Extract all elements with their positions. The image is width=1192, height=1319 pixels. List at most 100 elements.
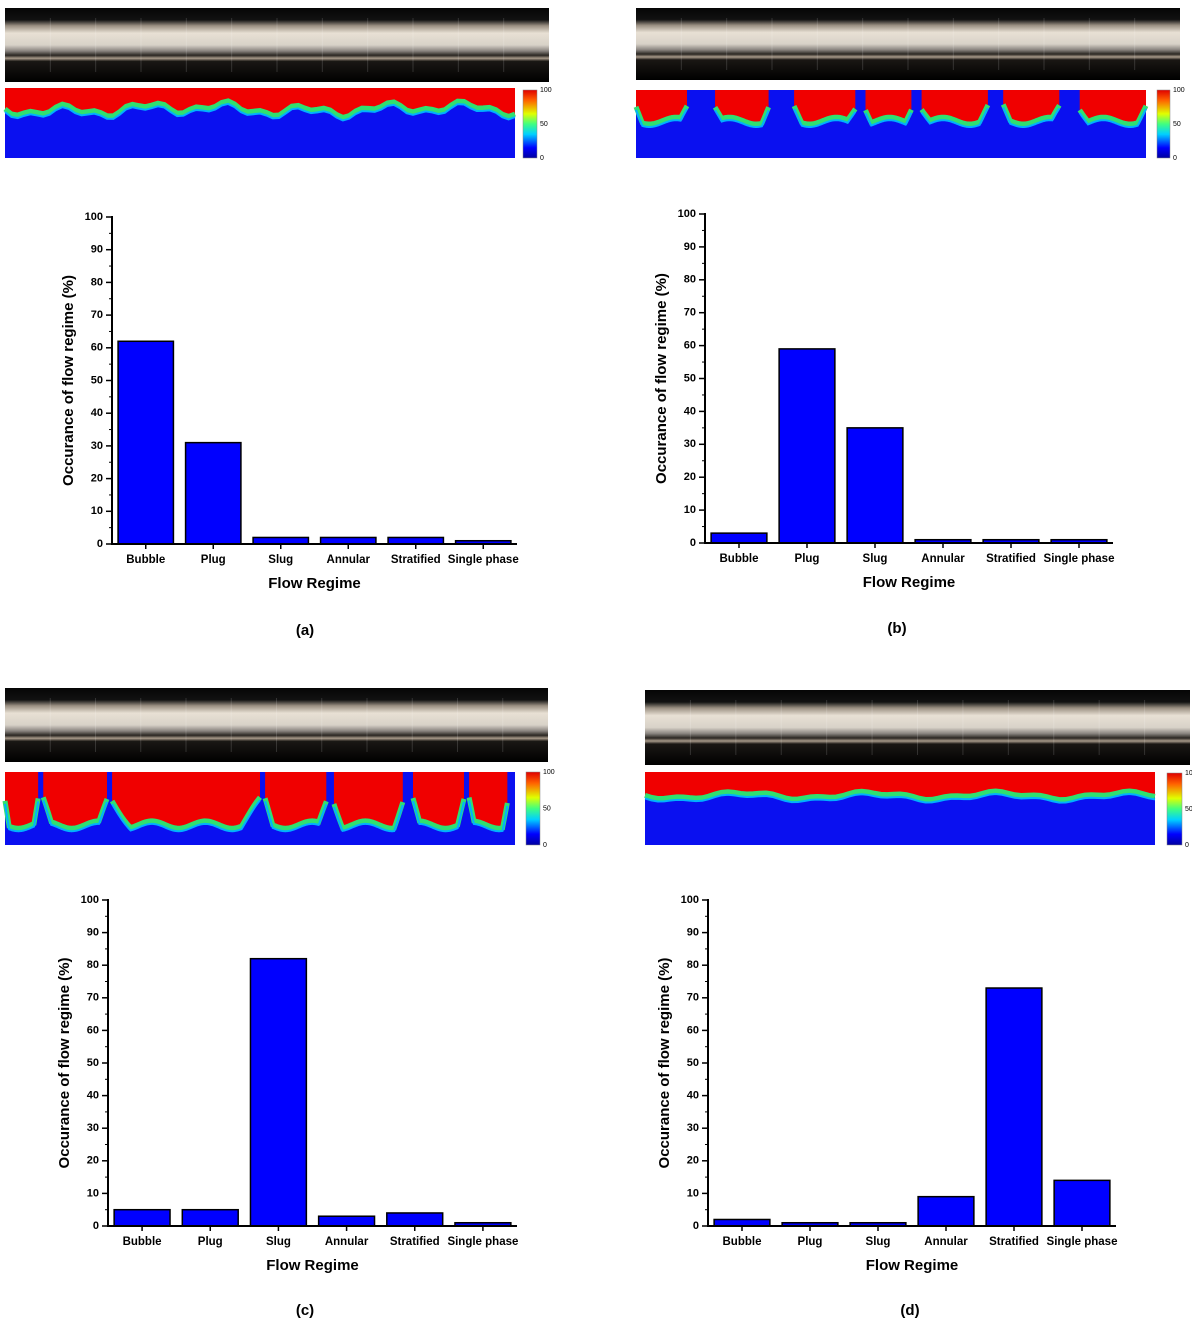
y-tick-label: 60	[687, 1024, 699, 1036]
y-tick-label: 0	[97, 538, 103, 550]
heat-red	[333, 772, 403, 829]
y-tick-label: 30	[684, 438, 696, 450]
y-axis-label: Occurance of flow regime (%)	[653, 273, 670, 484]
heat-front-edge	[793, 108, 857, 128]
heat-front-edge	[644, 792, 1156, 804]
heat-front	[644, 788, 1156, 803]
colorbar-label: 50	[543, 805, 551, 812]
colorbar-label: 0	[543, 842, 547, 849]
x-tick-label: Slug	[863, 553, 888, 565]
x-axis-label: Flow Regime	[266, 1257, 359, 1274]
y-tick-label: 30	[687, 1122, 699, 1134]
heat-red	[865, 90, 912, 123]
heat-red	[112, 772, 260, 829]
heat-front-edge	[412, 800, 465, 833]
y-tick-label: 10	[687, 1187, 699, 1199]
y-tick-label: 40	[687, 1090, 699, 1102]
y-axis-label: Occurance of flow regime (%)	[56, 958, 73, 1169]
heat-front	[1000, 103, 1062, 127]
x-tick-label: Single phase	[447, 1236, 518, 1248]
colorbar-label: 50	[1185, 806, 1192, 813]
y-tick-label: 20	[684, 471, 696, 483]
heat-front-edge	[1078, 108, 1147, 128]
y-tick-label: 70	[687, 992, 699, 1004]
y-tick-label: 90	[684, 241, 696, 253]
heat-front-edge	[111, 799, 261, 833]
colorbar-label: 0	[540, 155, 544, 162]
heat-front-edge	[635, 108, 688, 129]
y-tick-label: 40	[684, 405, 696, 417]
y-tick-label: 30	[87, 1122, 99, 1134]
x-tick-label: Bubble	[723, 1236, 762, 1248]
y-tick-label: 90	[91, 244, 103, 256]
y-tick-label: 40	[87, 1090, 99, 1102]
y-tick-label: 60	[684, 340, 696, 352]
bar	[917, 1195, 975, 1227]
x-tick-label: Plug	[201, 554, 226, 566]
y-tick-label: 70	[91, 309, 103, 321]
x-tick-label: Slug	[266, 1236, 291, 1248]
x-tick-label: Single phase	[448, 554, 519, 566]
colorbar-label: 50	[1173, 121, 1181, 128]
heat-front-edge	[4, 801, 40, 833]
caption: (b)	[887, 620, 906, 637]
heat-front	[1077, 104, 1149, 127]
x-tick-label: Slug	[866, 1236, 891, 1248]
heat-front	[40, 796, 110, 831]
colorbar-label: 100	[543, 769, 555, 776]
y-tick-label: 50	[687, 1057, 699, 1069]
heat-front	[712, 105, 771, 127]
y-tick-label: 40	[91, 407, 103, 419]
heat-front	[791, 104, 858, 127]
heat-red	[43, 772, 107, 829]
y-tick-label: 80	[91, 276, 103, 288]
heat-front	[3, 98, 516, 121]
x-tick-label: Annular	[921, 553, 965, 565]
x-tick-label: Slug	[268, 554, 293, 566]
y-tick-label: 30	[91, 440, 103, 452]
bar	[249, 957, 308, 1227]
caption: (c)	[296, 1302, 314, 1319]
colorbar	[1156, 89, 1171, 159]
x-tick-label: Bubble	[720, 553, 759, 565]
colorbar-label: 100	[1185, 770, 1192, 777]
heat-red	[413, 772, 464, 829]
y-tick-label: 100	[678, 208, 696, 220]
y-tick-label: 20	[87, 1155, 99, 1167]
pipe-photo	[5, 8, 549, 82]
x-tick-label: Stratified	[390, 1236, 440, 1248]
heat-front-edge	[468, 800, 509, 833]
pipe-photo	[5, 688, 548, 762]
x-tick-label: Bubble	[123, 1236, 162, 1248]
colorbar-label: 50	[540, 121, 548, 128]
caption: (a)	[296, 622, 314, 639]
colorbar	[522, 89, 538, 159]
y-tick-label: 50	[87, 1057, 99, 1069]
y-tick-label: 100	[81, 894, 99, 906]
panel: 0 50 100 0 10 20 30 40 50 60 70 80 90 100 Bubble Plug Sl…	[644, 690, 1192, 1319]
y-tick-label: 60	[87, 1024, 99, 1036]
y-tick-label: 0	[93, 1220, 99, 1232]
bar	[710, 532, 768, 544]
x-tick-label: Plug	[198, 1236, 223, 1248]
x-tick-label: Annular	[327, 554, 371, 566]
x-tick-label: Bubble	[126, 554, 165, 566]
y-tick-label: 80	[684, 274, 696, 286]
x-axis-label: Flow Regime	[268, 575, 361, 592]
heat-front	[2, 797, 41, 831]
bar	[778, 348, 836, 544]
heat-red	[265, 772, 327, 829]
y-tick-label: 0	[690, 537, 696, 549]
x-tick-label: Single phase	[1047, 1236, 1118, 1248]
y-tick-label: 20	[91, 473, 103, 485]
y-tick-label: 90	[687, 927, 699, 939]
colorbar-label: 0	[1173, 155, 1177, 162]
y-axis-label: Occurance of flow regime (%)	[60, 275, 77, 486]
y-tick-label: 50	[684, 372, 696, 384]
y-tick-label: 10	[87, 1187, 99, 1199]
colorbar-label: 100	[1173, 87, 1185, 94]
bar	[113, 1208, 171, 1227]
heat-red	[5, 772, 39, 829]
x-axis-label: Flow Regime	[866, 1257, 959, 1274]
heat-front	[331, 801, 406, 831]
